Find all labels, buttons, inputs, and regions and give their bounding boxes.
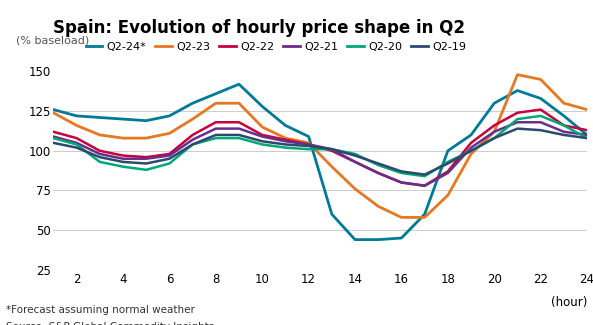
Text: (% baseload): (% baseload) [16, 36, 90, 46]
Text: *Forecast assuming normal weather: *Forecast assuming normal weather [6, 305, 195, 315]
Text: (hour): (hour) [551, 295, 587, 308]
Legend: Q2-24*, Q2-23, Q2-22, Q2-21, Q2-20, Q2-19: Q2-24*, Q2-23, Q2-22, Q2-21, Q2-20, Q2-1… [85, 42, 467, 52]
Text: Spain: Evolution of hourly price shape in Q2: Spain: Evolution of hourly price shape i… [53, 19, 466, 37]
Text: Source: S&P Global Commodity Insights: Source: S&P Global Commodity Insights [6, 321, 214, 325]
